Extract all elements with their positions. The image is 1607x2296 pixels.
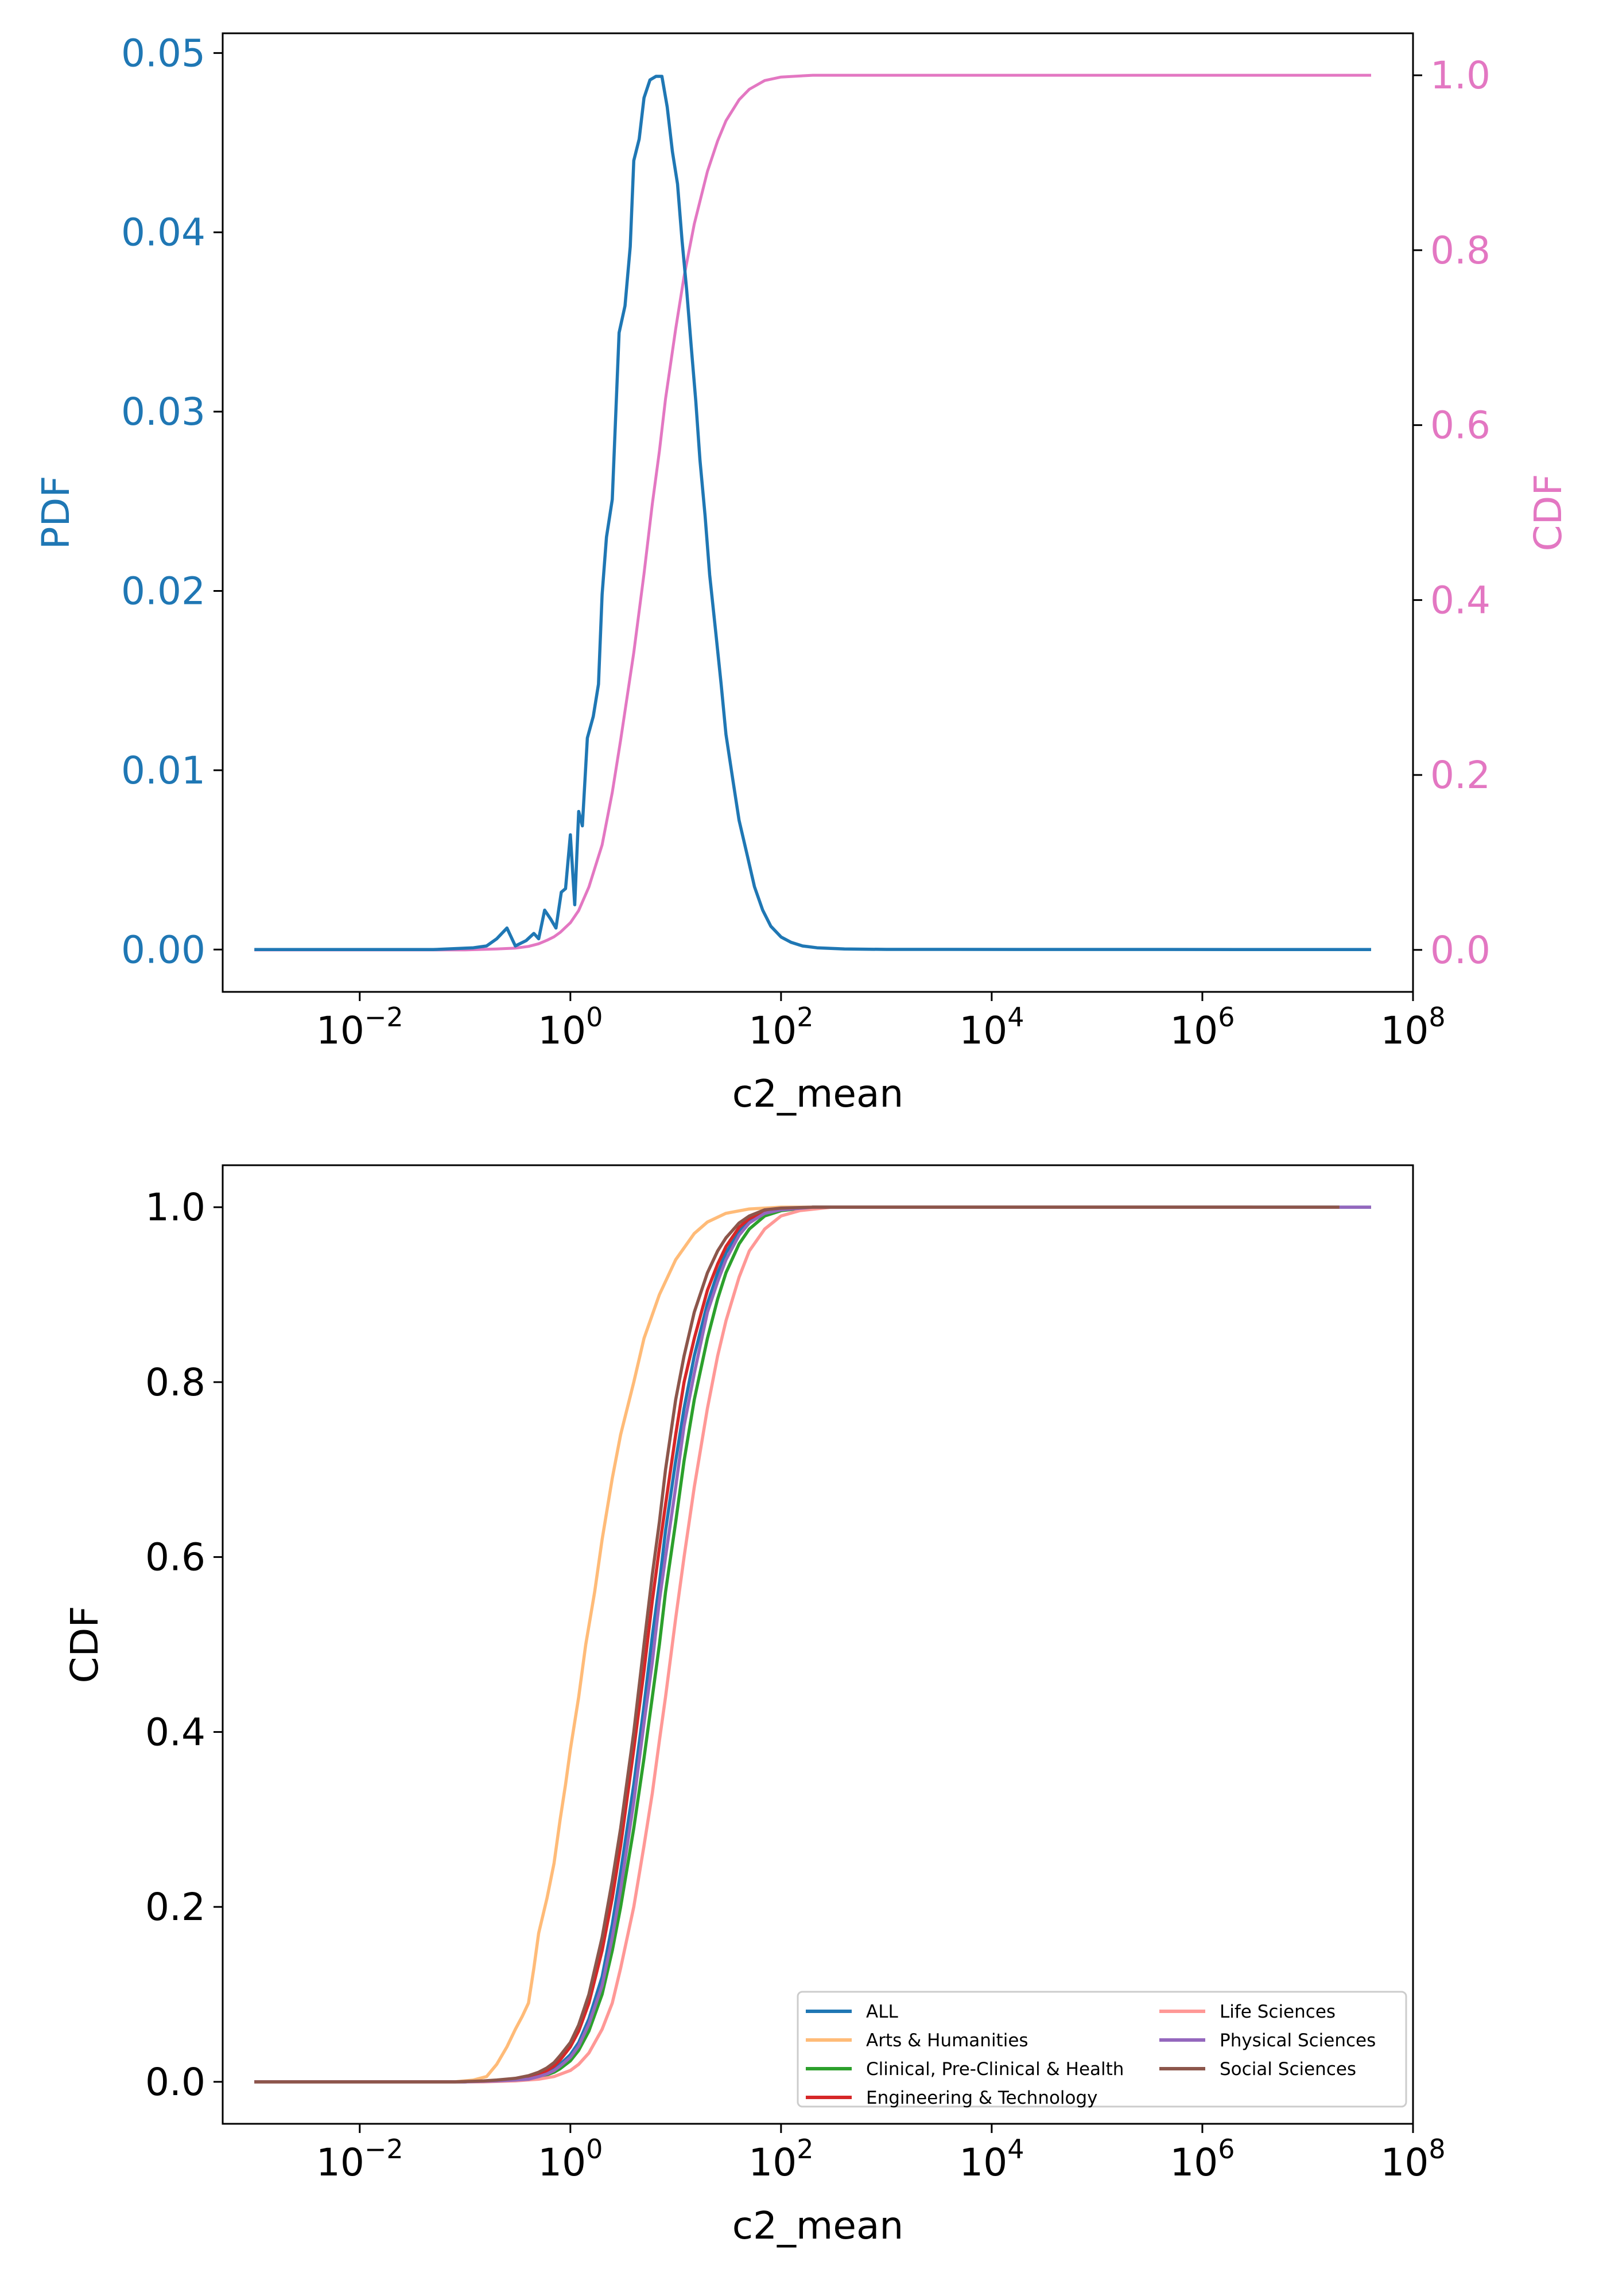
series-line bbox=[254, 1205, 1340, 2084]
series-line bbox=[254, 1205, 1147, 2084]
series-line bbox=[254, 1205, 1253, 2084]
bottom-y-tick-label: 0.6 bbox=[145, 1535, 205, 1580]
bottom-y-tick-label: 0.2 bbox=[145, 1885, 205, 1929]
top-ticks: 10−2 100 102 104 106 108 0.00 0.01 0.02 0.03 0.04 0… bbox=[121, 31, 1490, 1053]
legend-label: Physical Sciences bbox=[1220, 2030, 1376, 2051]
category-cdf-chart: 10−2 100 102 104 106 108 0.0 0.2 0.4 0.6 0.8 1.0 c2… bbox=[63, 1164, 1446, 2248]
legend-label: Engineering & Technology bbox=[866, 2088, 1098, 2108]
top-y-tick-label-right: 0.6 bbox=[1430, 404, 1490, 448]
bottom-series bbox=[254, 1205, 1371, 2084]
top-y-tick-label-right: 0.0 bbox=[1430, 928, 1490, 972]
top-x-tick-label: 108 bbox=[1380, 1002, 1445, 1053]
top-y-tick-label: 0.04 bbox=[121, 211, 205, 255]
top-x-axis-label: c2_mean bbox=[732, 1072, 903, 1116]
bottom-ticks: 10−2 100 102 104 106 108 0.0 0.2 0.4 0.6 0.8 1.0 bbox=[145, 1185, 1446, 2185]
top-y-tick-label: 0.03 bbox=[121, 390, 205, 434]
top-plot-frame bbox=[222, 32, 1414, 993]
legend-label: ALL bbox=[866, 2002, 898, 2022]
bottom-x-tick-label: 10−2 bbox=[316, 2134, 403, 2185]
legend-box bbox=[797, 1991, 1407, 2108]
bottom-x-tick-label: 108 bbox=[1380, 2134, 1445, 2185]
top-y-axis-label-left: PDF bbox=[34, 476, 78, 550]
legend-label: Arts & Humanities bbox=[866, 2030, 1028, 2051]
top-y-tick-label: 0.05 bbox=[121, 31, 205, 75]
top-series bbox=[254, 73, 1372, 952]
top-y-tick-label-right: 1.0 bbox=[1430, 53, 1490, 98]
top-y-tick-label-right: 0.8 bbox=[1430, 228, 1490, 273]
cdf-line bbox=[254, 73, 1371, 952]
pdf-cdf-chart: 10−2 100 102 104 106 108 0.00 0.01 0.02 0.03 0.04 0… bbox=[34, 31, 1570, 1116]
series-line bbox=[254, 1205, 1371, 2084]
bottom-x-axis-label: c2_mean bbox=[732, 2204, 903, 2248]
top-y-tick-label: 0.00 bbox=[121, 928, 205, 972]
top-y-axis-label-right: CDF bbox=[1526, 474, 1570, 552]
top-x-tick-label: 104 bbox=[959, 1002, 1024, 1053]
top-x-tick-label: 10−2 bbox=[316, 1002, 403, 1053]
bottom-y-tick-label: 0.8 bbox=[145, 1360, 205, 1405]
top-x-tick-label: 106 bbox=[1170, 1002, 1235, 1053]
bottom-x-tick-label: 102 bbox=[748, 2134, 813, 2185]
top-x-tick-label: 102 bbox=[748, 1002, 813, 1053]
legend-label: Life Sciences bbox=[1220, 2002, 1336, 2022]
legend-label: Social Sciences bbox=[1220, 2059, 1356, 2080]
bottom-x-tick-label: 106 bbox=[1170, 2134, 1235, 2185]
bottom-y-tick-label: 1.0 bbox=[145, 1185, 205, 1230]
pdf-line bbox=[254, 75, 1372, 952]
bottom-y-axis-label: CDF bbox=[63, 1606, 107, 1684]
bottom-x-tick-label: 104 bbox=[959, 2134, 1024, 2185]
top-y-tick-label-right: 0.4 bbox=[1430, 578, 1490, 622]
legend: ALL Arts & Humanities Clinical, Pre-Clinic… bbox=[797, 1991, 1407, 2108]
bottom-x-tick-label: 100 bbox=[538, 2134, 603, 2185]
series-line bbox=[254, 1205, 1340, 2084]
bottom-plot-frame bbox=[222, 1164, 1414, 2125]
bottom-y-tick-label: 0.4 bbox=[145, 1710, 205, 1754]
top-y-tick-label-right: 0.2 bbox=[1430, 753, 1490, 797]
top-y-tick-label: 0.02 bbox=[121, 569, 205, 614]
top-y-tick-label: 0.01 bbox=[121, 748, 205, 793]
top-x-tick-label: 100 bbox=[538, 1002, 603, 1053]
legend-label: Clinical, Pre-Clinical & Health bbox=[866, 2059, 1124, 2080]
bottom-y-tick-label: 0.0 bbox=[145, 2060, 205, 2104]
